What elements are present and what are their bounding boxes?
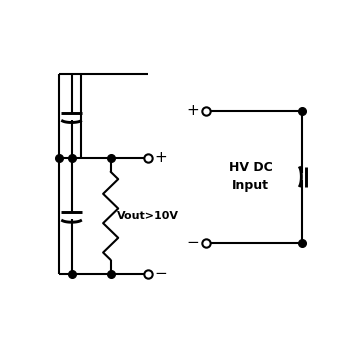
Text: −: − xyxy=(187,235,199,250)
Text: HV DC
Input: HV DC Input xyxy=(229,161,273,192)
Text: −: − xyxy=(154,266,167,281)
Text: Vout>10V: Vout>10V xyxy=(117,211,178,221)
Text: +: + xyxy=(154,150,167,166)
Text: +: + xyxy=(187,103,199,118)
